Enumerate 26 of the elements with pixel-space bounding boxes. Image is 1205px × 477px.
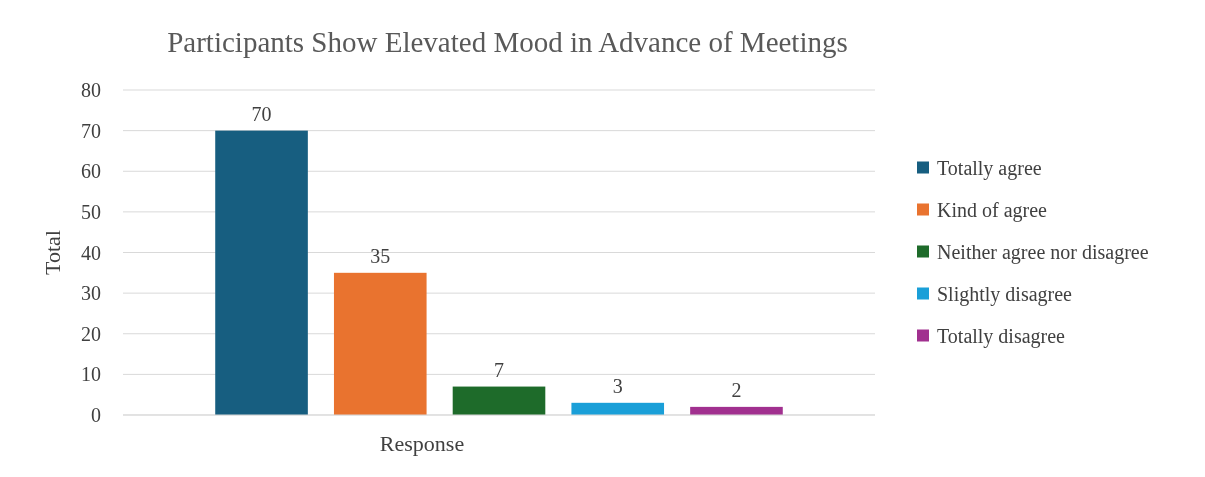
y-tick-label: 80	[81, 79, 101, 101]
bar	[215, 130, 308, 415]
bar	[452, 386, 546, 415]
chart-title: Participants Show Elevated Mood in Advance of Meetings	[167, 26, 848, 58]
legend-label: Kind of agree	[937, 198, 1048, 222]
y-tick-label: 20	[81, 322, 101, 345]
legend-label: Slightly disagree	[937, 282, 1073, 306]
y-tick-label: 30	[81, 282, 101, 305]
legend-label: Totally agree	[937, 156, 1042, 180]
legend-label: Totally disagree	[937, 324, 1066, 348]
bar	[333, 272, 427, 415]
y-tick-label: 10	[81, 363, 101, 386]
legend-label: Neither agree nor disagree	[937, 240, 1149, 264]
data-label: 7	[494, 358, 504, 381]
y-tick-label: 40	[81, 241, 101, 264]
data-label: 3	[612, 374, 623, 397]
x-axis-title: Response	[379, 431, 465, 456]
data-label: 2	[731, 378, 742, 401]
y-tick-label: 50	[81, 200, 101, 223]
data-label: 70	[251, 102, 272, 125]
bar	[571, 402, 665, 415]
y-axis-title: Total	[40, 230, 65, 275]
data-label: 35	[370, 244, 391, 267]
y-tick-label: 60	[81, 160, 101, 183]
y-tick-label: 70	[81, 119, 101, 142]
y-tick-label: 0	[91, 404, 101, 426]
